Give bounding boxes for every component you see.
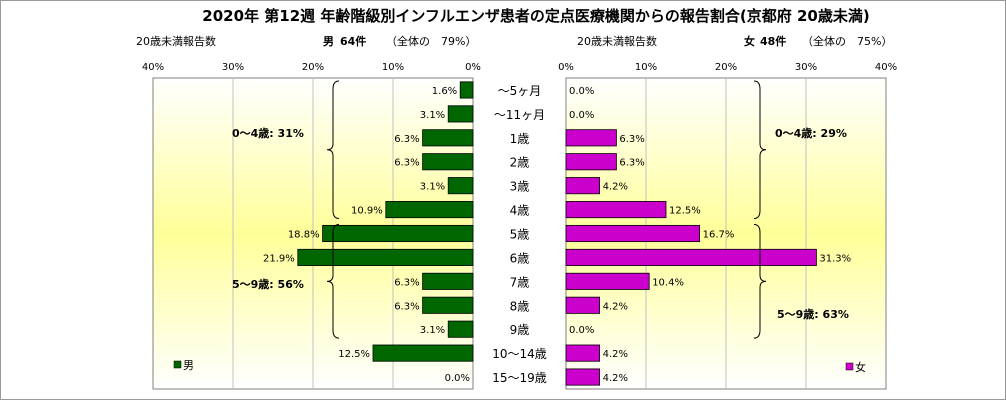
left-group-brace <box>326 80 340 220</box>
category-label: 4歳 <box>510 204 530 218</box>
right-bar <box>565 129 617 147</box>
left-bar-label: 6.3% <box>394 277 419 288</box>
axis-ticks: 40% 30% 20% 10% 0% 0% 10% 20% 30% 40% <box>142 62 897 73</box>
right-bar-label: 31.3% <box>819 253 851 264</box>
category-label: 2歳 <box>510 156 530 170</box>
left-tick-label: 40% <box>142 62 164 73</box>
right-bar-label: 6.3% <box>619 158 644 169</box>
right-tick-label: 10% <box>635 62 657 73</box>
right-bar-label: 0.0% <box>569 110 594 121</box>
left-bar-label: 3.1% <box>420 325 445 336</box>
right-legend-label: 女 <box>855 360 866 374</box>
category-label: 7歳 <box>510 275 530 289</box>
left-bar <box>459 81 474 99</box>
left-tick-label: 10% <box>382 62 404 73</box>
right-summary-prefix: 女 <box>744 34 755 48</box>
right-bar-label: 4.2% <box>603 182 628 193</box>
left-legend-label: 男 <box>183 359 194 372</box>
left-bar-label: 3.1% <box>420 182 445 193</box>
left-summary-count: 64件 <box>340 34 366 48</box>
right-bar <box>565 368 600 386</box>
data-labels: 1.6% 0.0% 3.1% 0.0% 6.3% 6.3% 6.3% 6.3% 3.1% 4.2%… <box>263 86 851 384</box>
category-labels: 〜5ヶ月〜11ヶ月 1歳 2歳 3歳 4歳 5歳 6歳 7歳 8歳 9歳 10〜14歳 15〜19歳 <box>492 84 547 385</box>
right-bar-label: 6.3% <box>619 134 644 145</box>
left-bar-label: 0.0% <box>445 373 470 384</box>
left-bar <box>447 105 474 123</box>
right-bar <box>565 248 817 266</box>
left-legend-swatch <box>173 360 182 369</box>
group-braces <box>326 80 767 339</box>
category-label: 8歳 <box>510 299 530 313</box>
right-bar-label: 10.4% <box>652 277 684 288</box>
category-label: 15〜19歳 <box>492 371 547 385</box>
right-bar-label: 0.0% <box>569 325 594 336</box>
left-tick-label: 20% <box>302 62 324 73</box>
left-summary-prefix: 男 <box>323 35 334 48</box>
left-bar-label: 6.3% <box>394 301 419 312</box>
left-bar-label: 12.5% <box>338 349 370 360</box>
right-bar <box>565 344 600 362</box>
category-label: 10〜14歳 <box>492 347 547 361</box>
right-bar <box>565 153 617 171</box>
right-bar <box>565 201 667 219</box>
right-bar-label: 4.2% <box>603 301 628 312</box>
category-label: 3歳 <box>510 180 530 194</box>
right-legend-swatch <box>845 362 854 371</box>
left-header-label: 20歳未満報告数 <box>136 35 216 48</box>
right-group-0-4-label: 0〜4歳: 29% <box>775 126 847 140</box>
left-group-0-4-label: 0〜4歳: 31% <box>232 126 304 140</box>
left-summary-total: （全体の 79%） <box>386 34 476 48</box>
left-bar <box>422 129 474 147</box>
left-group-brace <box>326 224 340 339</box>
right-tick-label: 20% <box>715 62 737 73</box>
left-bar <box>447 177 474 195</box>
left-bar-label: 18.8% <box>288 230 320 241</box>
right-bar <box>565 177 600 195</box>
right-bar-label: 4.2% <box>603 349 628 360</box>
chart-title: 2020年 第12週 年齢階級別インフルエンザ患者の定点医療機関からの報告割合(… <box>202 7 869 25</box>
bars <box>297 81 817 386</box>
category-label: 1歳 <box>510 132 530 146</box>
left-bar-label: 6.3% <box>394 158 419 169</box>
category-label: 〜11ヶ月 <box>494 108 545 122</box>
right-tick-label: 30% <box>795 62 817 73</box>
left-bar-label: 10.9% <box>351 206 383 217</box>
left-bar-label: 6.3% <box>394 134 419 145</box>
right-group-brace <box>753 224 767 339</box>
right-tick-label: 0% <box>558 62 574 73</box>
left-bar-label: 3.1% <box>420 110 445 121</box>
left-group-5-9-label: 5〜9歳: 56% <box>232 277 304 291</box>
right-bar-label: 4.2% <box>603 373 628 384</box>
right-summary-total: （全体の 75%） <box>802 34 892 48</box>
left-bar <box>447 320 474 338</box>
left-bar <box>422 296 474 314</box>
category-label: 5歳 <box>510 228 530 242</box>
right-bar <box>565 272 650 290</box>
right-header-label: 20歳未満報告数 <box>577 35 657 48</box>
left-bar <box>322 224 474 243</box>
left-bar <box>372 344 474 362</box>
right-tick-label: 40% <box>875 62 897 73</box>
right-group-brace <box>753 80 767 220</box>
right-summary-count: 48件 <box>760 34 786 48</box>
left-bar <box>422 153 474 171</box>
left-bar <box>422 272 474 290</box>
right-bar-label: 16.7% <box>703 230 735 241</box>
left-tick-label: 30% <box>222 62 244 73</box>
category-label: 6歳 <box>510 251 530 265</box>
category-label: 9歳 <box>510 323 530 337</box>
right-group-5-9-label: 5〜9歳: 63% <box>777 307 849 321</box>
left-bar-label: 1.6% <box>432 86 457 97</box>
right-bar-label: 0.0% <box>569 86 594 97</box>
category-label: 〜5ヶ月 <box>498 84 542 98</box>
left-bar <box>385 201 474 219</box>
left-bar-label: 21.9% <box>263 253 295 264</box>
left-tick-label: 0% <box>465 62 481 73</box>
right-bar-label: 12.5% <box>669 206 701 217</box>
left-bar <box>297 248 474 266</box>
right-bar <box>565 296 600 314</box>
right-bar <box>565 224 701 243</box>
